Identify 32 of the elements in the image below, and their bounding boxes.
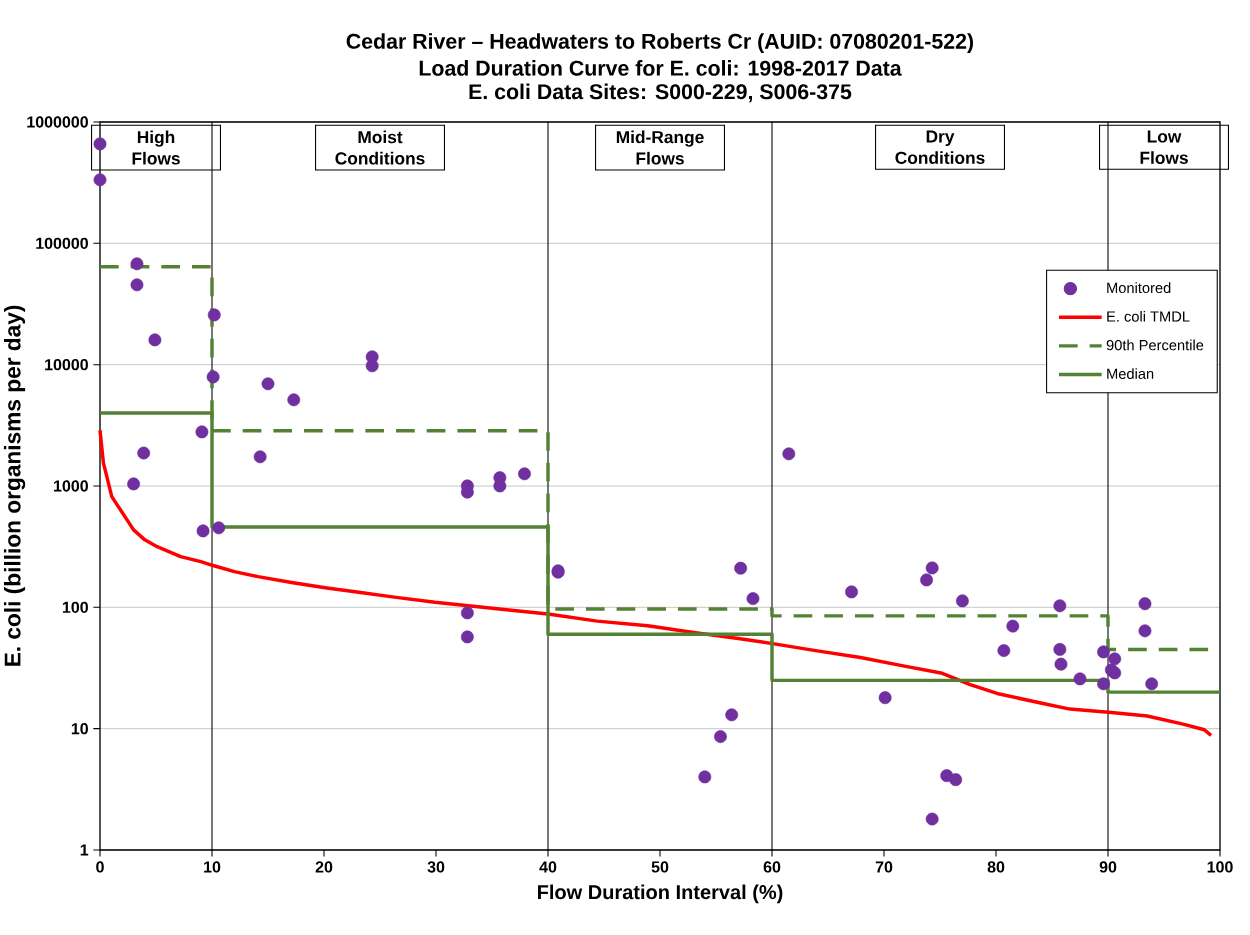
annotation: Low Flows: [1140, 130, 1188, 164]
x-tick-label: 20: [315, 861, 333, 873]
legend-label: Monitored: [1107, 282, 1171, 294]
y-tick-label: 10: [71, 722, 88, 735]
x-tick-label: 90: [1099, 861, 1117, 873]
legend-label: Median: [1107, 368, 1154, 379]
text: E. coli Data Sites: S000-229, S006-375: [469, 83, 852, 103]
x-tick-label: 30: [427, 861, 445, 873]
y-tick-label: 1000: [54, 480, 88, 492]
x-tick-label: 40: [539, 861, 557, 873]
legend-label: 90th Percentile: [1106, 339, 1204, 351]
y-tick-label: 1000000: [27, 116, 88, 128]
annotation: Moist Conditions: [335, 130, 425, 165]
x-tick-label: 80: [987, 861, 1005, 873]
annotation: Dry Conditions: [895, 130, 985, 164]
x-axis-title: Flow Duration Interval (%): [538, 884, 783, 904]
legend-label: E. coli TMDL: [1107, 310, 1190, 322]
x-tick-label: 100: [1207, 861, 1233, 873]
x-tick-label: 10: [204, 861, 221, 873]
chart-title: Cedar River – Headwaters to Roberts Cr (AUID: 07080201-522): [346, 33, 974, 54]
x-tick-label: 0: [96, 861, 104, 873]
y-tick-label: 100000: [36, 237, 88, 249]
y-tick-label: 10000: [45, 359, 88, 371]
chart-subtitle: Load Duration Curve for E. coli: 1998-2017 Data: [419, 60, 902, 76]
x-tick-label: 70: [875, 861, 893, 873]
y-tick-label: 1: [80, 844, 89, 856]
y-axis-title: E. coli (billion organisms per day): [3, 305, 26, 666]
x-tick-label: 60: [763, 861, 781, 873]
annotation: Mid-Range Flows: [616, 130, 704, 165]
x-tick-label: 50: [651, 861, 669, 873]
y-tick-label: 100: [62, 601, 88, 613]
annotation: High Flows: [132, 130, 180, 165]
